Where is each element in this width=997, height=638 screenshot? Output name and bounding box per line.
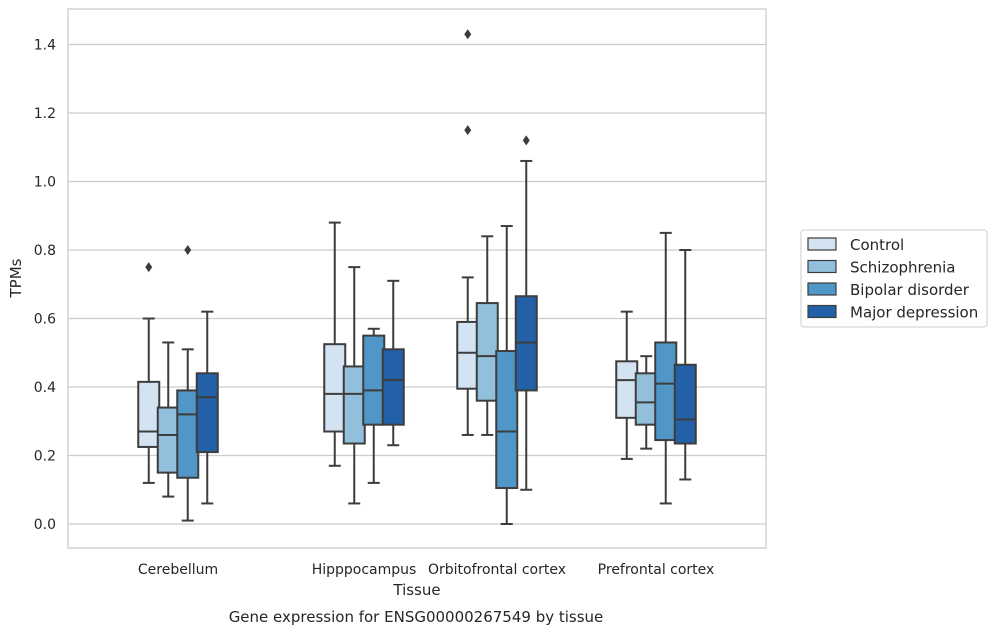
box-iqr [195, 372, 219, 454]
y-tick-labels: 0.0 0.2 0.4 0.6 0.8 1.0 1.2 1.4 [34, 38, 56, 534]
legend-swatch [807, 259, 837, 274]
box-iqr [137, 380, 161, 448]
legend: Control Schizophrenia Bipolar disorder Majo… [800, 229, 988, 328]
outlier-point [184, 245, 192, 255]
box-iqr [381, 348, 405, 426]
box-iqr [495, 350, 519, 490]
box-bipolar-disorder [654, 231, 678, 505]
box-iqr [156, 406, 180, 474]
box-iqr [673, 363, 697, 445]
box-major-depression [673, 249, 697, 481]
box-control [137, 262, 161, 484]
x-tick-label: Hipppocampus [312, 562, 417, 578]
legend-frame [800, 229, 988, 328]
x-axis-label: Tissue [392, 581, 440, 599]
box-iqr [456, 320, 480, 390]
box-bipolar-disorder [495, 225, 519, 525]
box-iqr [362, 334, 386, 426]
y-tick-label: 0.0 [34, 517, 56, 533]
chart-caption: Gene expression for ENSG00000267549 by t… [229, 608, 604, 626]
legend-swatch [807, 237, 837, 251]
outlier-point [464, 125, 472, 136]
plot-frame [67, 8, 767, 549]
box-iqr [323, 343, 347, 433]
box-control [615, 310, 639, 460]
box-control [456, 29, 480, 436]
box-iqr [342, 365, 366, 445]
y-tick-label: 1.4 [34, 38, 56, 54]
box-iqr [654, 341, 678, 442]
box-schizophrenia [634, 355, 658, 450]
box-bipolar-disorder [176, 245, 200, 522]
y-tick-label: 1.0 [34, 175, 56, 191]
outlier-point [145, 262, 153, 273]
legend-label: Bipolar disorder [850, 281, 970, 299]
y-tick-label: 0.8 [34, 243, 56, 259]
legend-label: Control [850, 236, 904, 254]
box-major-depression [381, 279, 405, 447]
legend-swatch [807, 282, 837, 296]
box-iqr [176, 389, 200, 479]
outlier-point [522, 135, 530, 146]
x-tick-labels: Cerebellum Hipppocampus Orbitofrontal cort… [138, 562, 714, 578]
box-major-depression [514, 135, 538, 491]
x-tick-label: Orbitofrontal cortex [428, 562, 566, 578]
x-tick-label: Cerebellum [138, 562, 218, 578]
y-tick-label: 0.6 [34, 312, 56, 328]
box-bipolar-disorder [362, 327, 386, 484]
box-major-depression [195, 310, 219, 505]
legend-swatch [807, 304, 837, 319]
box-iqr [475, 302, 499, 402]
box-iqr [615, 360, 639, 419]
legend-label: Major depression [850, 304, 978, 322]
box-iqr [634, 372, 658, 426]
x-tick-label: Prefrontal cortex [598, 562, 715, 578]
box-schizophrenia [475, 235, 499, 436]
y-axis-label: TPMs [7, 258, 25, 298]
box-schizophrenia [156, 341, 180, 498]
y-tick-label: 0.4 [34, 380, 56, 396]
box-control [323, 221, 347, 467]
y-tick-label: 0.2 [34, 449, 56, 465]
y-tick-label: 1.2 [34, 106, 56, 122]
boxes [137, 29, 697, 525]
outlier-point [464, 29, 472, 40]
legend-label: Schizophrenia [850, 259, 955, 277]
box-schizophrenia [342, 266, 366, 505]
